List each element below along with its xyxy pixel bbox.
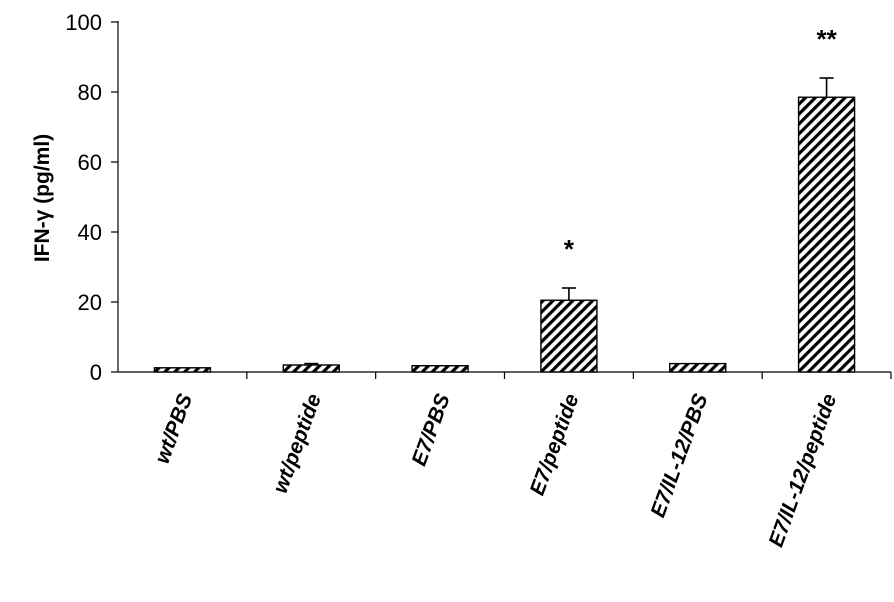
y-tick-label: 80: [78, 80, 102, 105]
x-tick-label: E7/PBS: [408, 391, 455, 469]
bar: [669, 362, 727, 373]
bar: [153, 367, 212, 373]
bar: [411, 365, 469, 373]
bar: [797, 96, 856, 373]
significance-marker: *: [564, 234, 575, 264]
bar: [540, 299, 598, 373]
y-tick-label: 40: [78, 220, 102, 245]
y-tick-label: 100: [65, 10, 102, 35]
y-tick-label: 20: [78, 290, 102, 315]
x-tick-label: E7/IL-12/PBS: [647, 391, 713, 521]
y-tick-label: 60: [78, 150, 102, 175]
x-tick-label: wt/peptide: [269, 391, 326, 497]
x-tick-label: wt/PBS: [151, 391, 197, 467]
y-tick-label: 0: [90, 360, 102, 385]
x-tick-label: E7/peptide: [526, 391, 584, 499]
significance-marker: **: [816, 24, 837, 54]
x-tick-label: E7/IL-12/peptide: [765, 391, 842, 550]
bar: [282, 364, 340, 373]
y-axis-label: IFN-γ (pg/ml): [31, 134, 54, 262]
